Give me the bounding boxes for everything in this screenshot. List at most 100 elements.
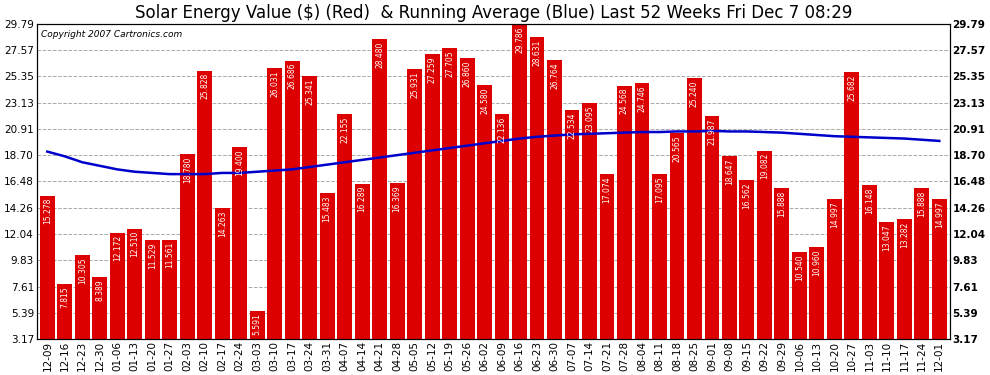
Text: 16.148: 16.148 bbox=[865, 188, 874, 214]
Bar bbox=[92, 278, 107, 339]
Text: 27.705: 27.705 bbox=[446, 51, 454, 77]
Text: 15.888: 15.888 bbox=[777, 191, 786, 217]
Bar bbox=[757, 151, 772, 339]
Bar bbox=[617, 86, 632, 339]
Text: 21.987: 21.987 bbox=[708, 118, 717, 145]
Bar bbox=[390, 183, 405, 339]
Bar bbox=[180, 154, 195, 339]
Text: 10.305: 10.305 bbox=[78, 257, 87, 284]
Text: 5.591: 5.591 bbox=[252, 313, 261, 334]
Text: 17.095: 17.095 bbox=[655, 177, 664, 203]
Bar bbox=[407, 69, 422, 339]
Bar bbox=[687, 78, 702, 339]
Bar bbox=[57, 284, 72, 339]
Bar bbox=[740, 180, 754, 339]
Text: 14.997: 14.997 bbox=[830, 201, 839, 228]
Bar bbox=[827, 199, 842, 339]
Text: 19.400: 19.400 bbox=[236, 149, 245, 176]
Text: 15.483: 15.483 bbox=[323, 196, 332, 222]
Text: 7.815: 7.815 bbox=[60, 286, 69, 308]
Text: 22.155: 22.155 bbox=[341, 117, 349, 143]
Bar bbox=[443, 48, 457, 339]
Text: 25.240: 25.240 bbox=[690, 80, 699, 106]
Bar bbox=[477, 86, 492, 339]
Bar bbox=[844, 72, 859, 339]
Text: 25.341: 25.341 bbox=[305, 79, 314, 105]
Text: 26.764: 26.764 bbox=[550, 62, 559, 88]
Bar bbox=[582, 103, 597, 339]
Text: 24.580: 24.580 bbox=[480, 88, 489, 114]
Text: 24.746: 24.746 bbox=[638, 86, 646, 112]
Text: 15.278: 15.278 bbox=[43, 198, 51, 225]
Text: 28.480: 28.480 bbox=[375, 42, 384, 68]
Bar bbox=[810, 247, 825, 339]
Bar bbox=[792, 252, 807, 339]
Bar bbox=[110, 232, 125, 339]
Text: 25.931: 25.931 bbox=[410, 72, 419, 98]
Bar bbox=[564, 110, 579, 339]
Bar bbox=[459, 58, 474, 339]
Bar bbox=[652, 174, 667, 339]
Bar bbox=[879, 222, 894, 339]
Text: 25.682: 25.682 bbox=[847, 75, 856, 101]
Text: 13.047: 13.047 bbox=[882, 225, 891, 251]
Bar bbox=[162, 240, 177, 339]
Bar bbox=[600, 174, 615, 339]
Text: Copyright 2007 Cartronics.com: Copyright 2007 Cartronics.com bbox=[42, 30, 182, 39]
Text: 12.510: 12.510 bbox=[131, 231, 140, 257]
Text: 18.647: 18.647 bbox=[725, 158, 734, 184]
Text: 22.534: 22.534 bbox=[567, 112, 576, 139]
Text: 10.540: 10.540 bbox=[795, 254, 804, 281]
Bar bbox=[338, 114, 352, 339]
Bar bbox=[530, 38, 544, 339]
Bar bbox=[249, 310, 264, 339]
Text: 14.997: 14.997 bbox=[935, 201, 943, 228]
Bar bbox=[705, 116, 720, 339]
Bar bbox=[128, 228, 143, 339]
Text: 11.561: 11.561 bbox=[165, 242, 174, 268]
Bar bbox=[302, 76, 317, 339]
Text: 16.369: 16.369 bbox=[393, 185, 402, 212]
Text: 23.095: 23.095 bbox=[585, 105, 594, 132]
Text: 11.529: 11.529 bbox=[148, 243, 156, 269]
Text: 26.031: 26.031 bbox=[270, 70, 279, 97]
Bar bbox=[425, 54, 440, 339]
Text: 8.389: 8.389 bbox=[95, 280, 104, 302]
Bar bbox=[915, 189, 930, 339]
Bar bbox=[372, 39, 387, 339]
Text: 17.074: 17.074 bbox=[603, 177, 612, 203]
Bar bbox=[669, 133, 684, 339]
Bar bbox=[512, 24, 527, 339]
Text: 16.562: 16.562 bbox=[742, 183, 751, 209]
Bar bbox=[774, 189, 789, 339]
Bar bbox=[75, 255, 90, 339]
Bar bbox=[215, 208, 230, 339]
Text: 19.082: 19.082 bbox=[760, 153, 769, 179]
Bar bbox=[932, 199, 946, 339]
Bar bbox=[145, 240, 159, 339]
Text: 25.828: 25.828 bbox=[200, 73, 209, 99]
Text: 16.289: 16.289 bbox=[357, 186, 366, 213]
Bar bbox=[635, 84, 649, 339]
Bar bbox=[267, 68, 282, 339]
Text: 15.888: 15.888 bbox=[918, 191, 927, 217]
Text: 12.172: 12.172 bbox=[113, 235, 122, 261]
Text: 14.263: 14.263 bbox=[218, 210, 227, 237]
Bar bbox=[233, 147, 248, 339]
Bar bbox=[320, 193, 335, 339]
Bar bbox=[197, 70, 212, 339]
Text: 10.960: 10.960 bbox=[813, 249, 822, 276]
Text: 28.631: 28.631 bbox=[533, 40, 542, 66]
Text: 18.780: 18.780 bbox=[183, 157, 192, 183]
Text: 20.565: 20.565 bbox=[672, 135, 681, 162]
Text: 26.860: 26.860 bbox=[462, 61, 471, 87]
Bar bbox=[722, 156, 737, 339]
Text: 29.786: 29.786 bbox=[515, 26, 524, 53]
Text: 24.568: 24.568 bbox=[620, 88, 629, 114]
Bar bbox=[285, 60, 300, 339]
Bar bbox=[40, 196, 54, 339]
Text: 22.136: 22.136 bbox=[498, 117, 507, 143]
Bar bbox=[897, 219, 912, 339]
Title: Solar Energy Value ($) (Red)  & Running Average (Blue) Last 52 Weeks Fri Dec 7 0: Solar Energy Value ($) (Red) & Running A… bbox=[135, 4, 852, 22]
Bar bbox=[495, 114, 510, 339]
